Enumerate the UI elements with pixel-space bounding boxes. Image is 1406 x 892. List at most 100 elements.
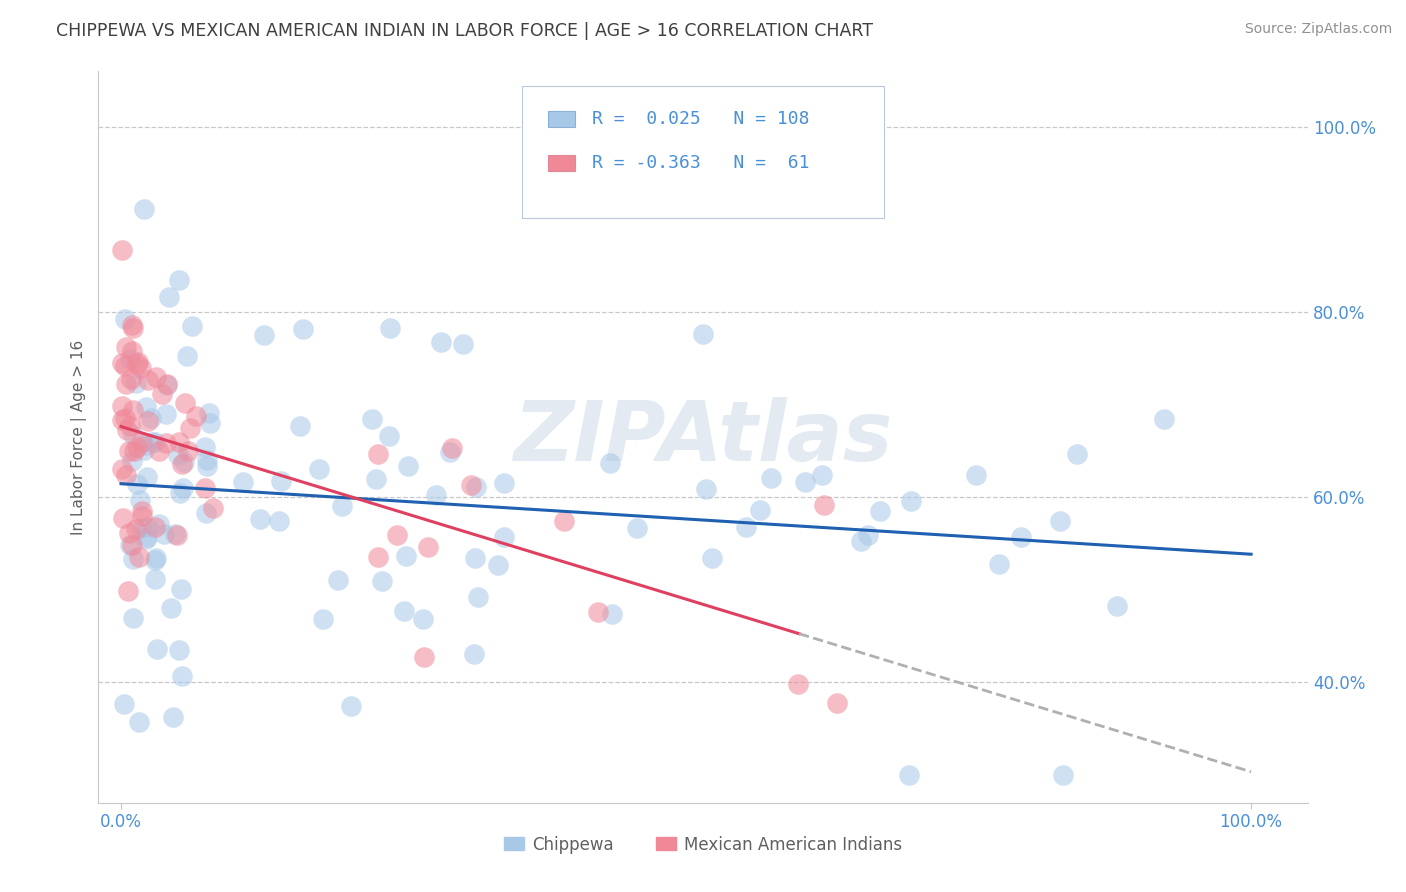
Point xyxy=(1052,768,1074,782)
Point xyxy=(148,516,170,531)
Y-axis label: In Labor Force | Age > 16: In Labor Force | Age > 16 xyxy=(72,340,87,534)
Bar xyxy=(548,154,575,171)
Point xyxy=(692,326,714,341)
Point xyxy=(128,549,150,564)
Point xyxy=(186,409,208,424)
Point xyxy=(394,603,416,617)
Point xyxy=(179,421,201,435)
Point xyxy=(465,480,488,494)
Point xyxy=(761,470,783,484)
Point xyxy=(121,454,143,468)
Point xyxy=(451,337,474,351)
Point xyxy=(460,478,482,492)
Point xyxy=(143,572,166,586)
Point xyxy=(326,573,349,587)
Point xyxy=(131,503,153,517)
Point xyxy=(121,428,143,442)
Point xyxy=(856,528,879,542)
Point xyxy=(198,406,221,420)
Point xyxy=(749,502,772,516)
Point xyxy=(139,411,162,425)
Point xyxy=(900,493,922,508)
Point xyxy=(117,584,139,599)
Point xyxy=(131,361,153,376)
Point xyxy=(793,475,815,489)
Point xyxy=(169,642,191,657)
Point xyxy=(122,321,145,335)
Point xyxy=(467,590,489,604)
Point xyxy=(114,340,136,354)
Point xyxy=(987,557,1010,571)
Point xyxy=(252,328,274,343)
Text: R = -0.363   N =  61: R = -0.363 N = 61 xyxy=(592,153,810,172)
Point xyxy=(127,440,149,454)
Point xyxy=(131,521,153,535)
Point xyxy=(121,551,143,566)
Point xyxy=(181,318,204,333)
Point xyxy=(270,475,292,489)
Point xyxy=(159,290,181,304)
Point xyxy=(118,444,141,458)
Point xyxy=(136,470,159,484)
Point xyxy=(811,468,834,483)
Point xyxy=(395,549,418,564)
Point xyxy=(136,530,159,544)
Point xyxy=(599,456,621,470)
Point xyxy=(418,540,440,554)
Point xyxy=(111,413,134,427)
Point xyxy=(195,453,218,467)
Point xyxy=(380,321,402,335)
Point xyxy=(339,698,361,713)
Point xyxy=(232,475,254,490)
Point xyxy=(173,454,195,468)
Point xyxy=(249,512,271,526)
Point xyxy=(131,434,153,449)
Point xyxy=(121,611,143,625)
Text: R =  0.025   N = 108: R = 0.025 N = 108 xyxy=(592,110,810,128)
Point xyxy=(787,677,810,691)
Point xyxy=(118,352,141,367)
Point xyxy=(385,528,408,542)
Point xyxy=(735,520,758,534)
Point xyxy=(167,272,190,286)
Point xyxy=(586,605,609,619)
Point xyxy=(176,350,198,364)
Point xyxy=(464,551,486,566)
Point xyxy=(131,509,153,524)
Bar xyxy=(548,111,575,127)
Point xyxy=(121,538,143,552)
Point xyxy=(155,435,177,450)
Point xyxy=(118,526,141,541)
Point xyxy=(172,458,194,472)
Point xyxy=(112,697,135,711)
Text: CHIPPEWA VS MEXICAN AMERICAN INDIAN IN LABOR FORCE | AGE > 16 CORRELATION CHART: CHIPPEWA VS MEXICAN AMERICAN INDIAN IN L… xyxy=(56,22,873,40)
Point xyxy=(198,417,221,431)
Point xyxy=(146,641,169,656)
Point xyxy=(114,311,136,326)
Point xyxy=(398,458,420,473)
Point xyxy=(143,434,166,449)
Point xyxy=(308,462,330,476)
Point xyxy=(1010,530,1032,544)
Point xyxy=(111,399,134,413)
Point xyxy=(412,649,434,664)
Point xyxy=(111,243,134,257)
Point xyxy=(194,481,217,495)
Point xyxy=(121,344,143,359)
Point xyxy=(463,647,485,661)
Point xyxy=(121,403,143,417)
Point xyxy=(125,476,148,491)
Point xyxy=(330,499,353,513)
Point xyxy=(193,440,215,454)
Point xyxy=(143,520,166,534)
Point xyxy=(851,533,873,548)
FancyBboxPatch shape xyxy=(522,86,884,218)
Point xyxy=(111,462,134,476)
Point xyxy=(132,202,155,216)
Point xyxy=(367,447,389,461)
Point xyxy=(129,493,152,508)
Point xyxy=(177,443,200,458)
Point xyxy=(111,511,134,525)
Point xyxy=(486,558,509,573)
Point xyxy=(195,459,218,474)
